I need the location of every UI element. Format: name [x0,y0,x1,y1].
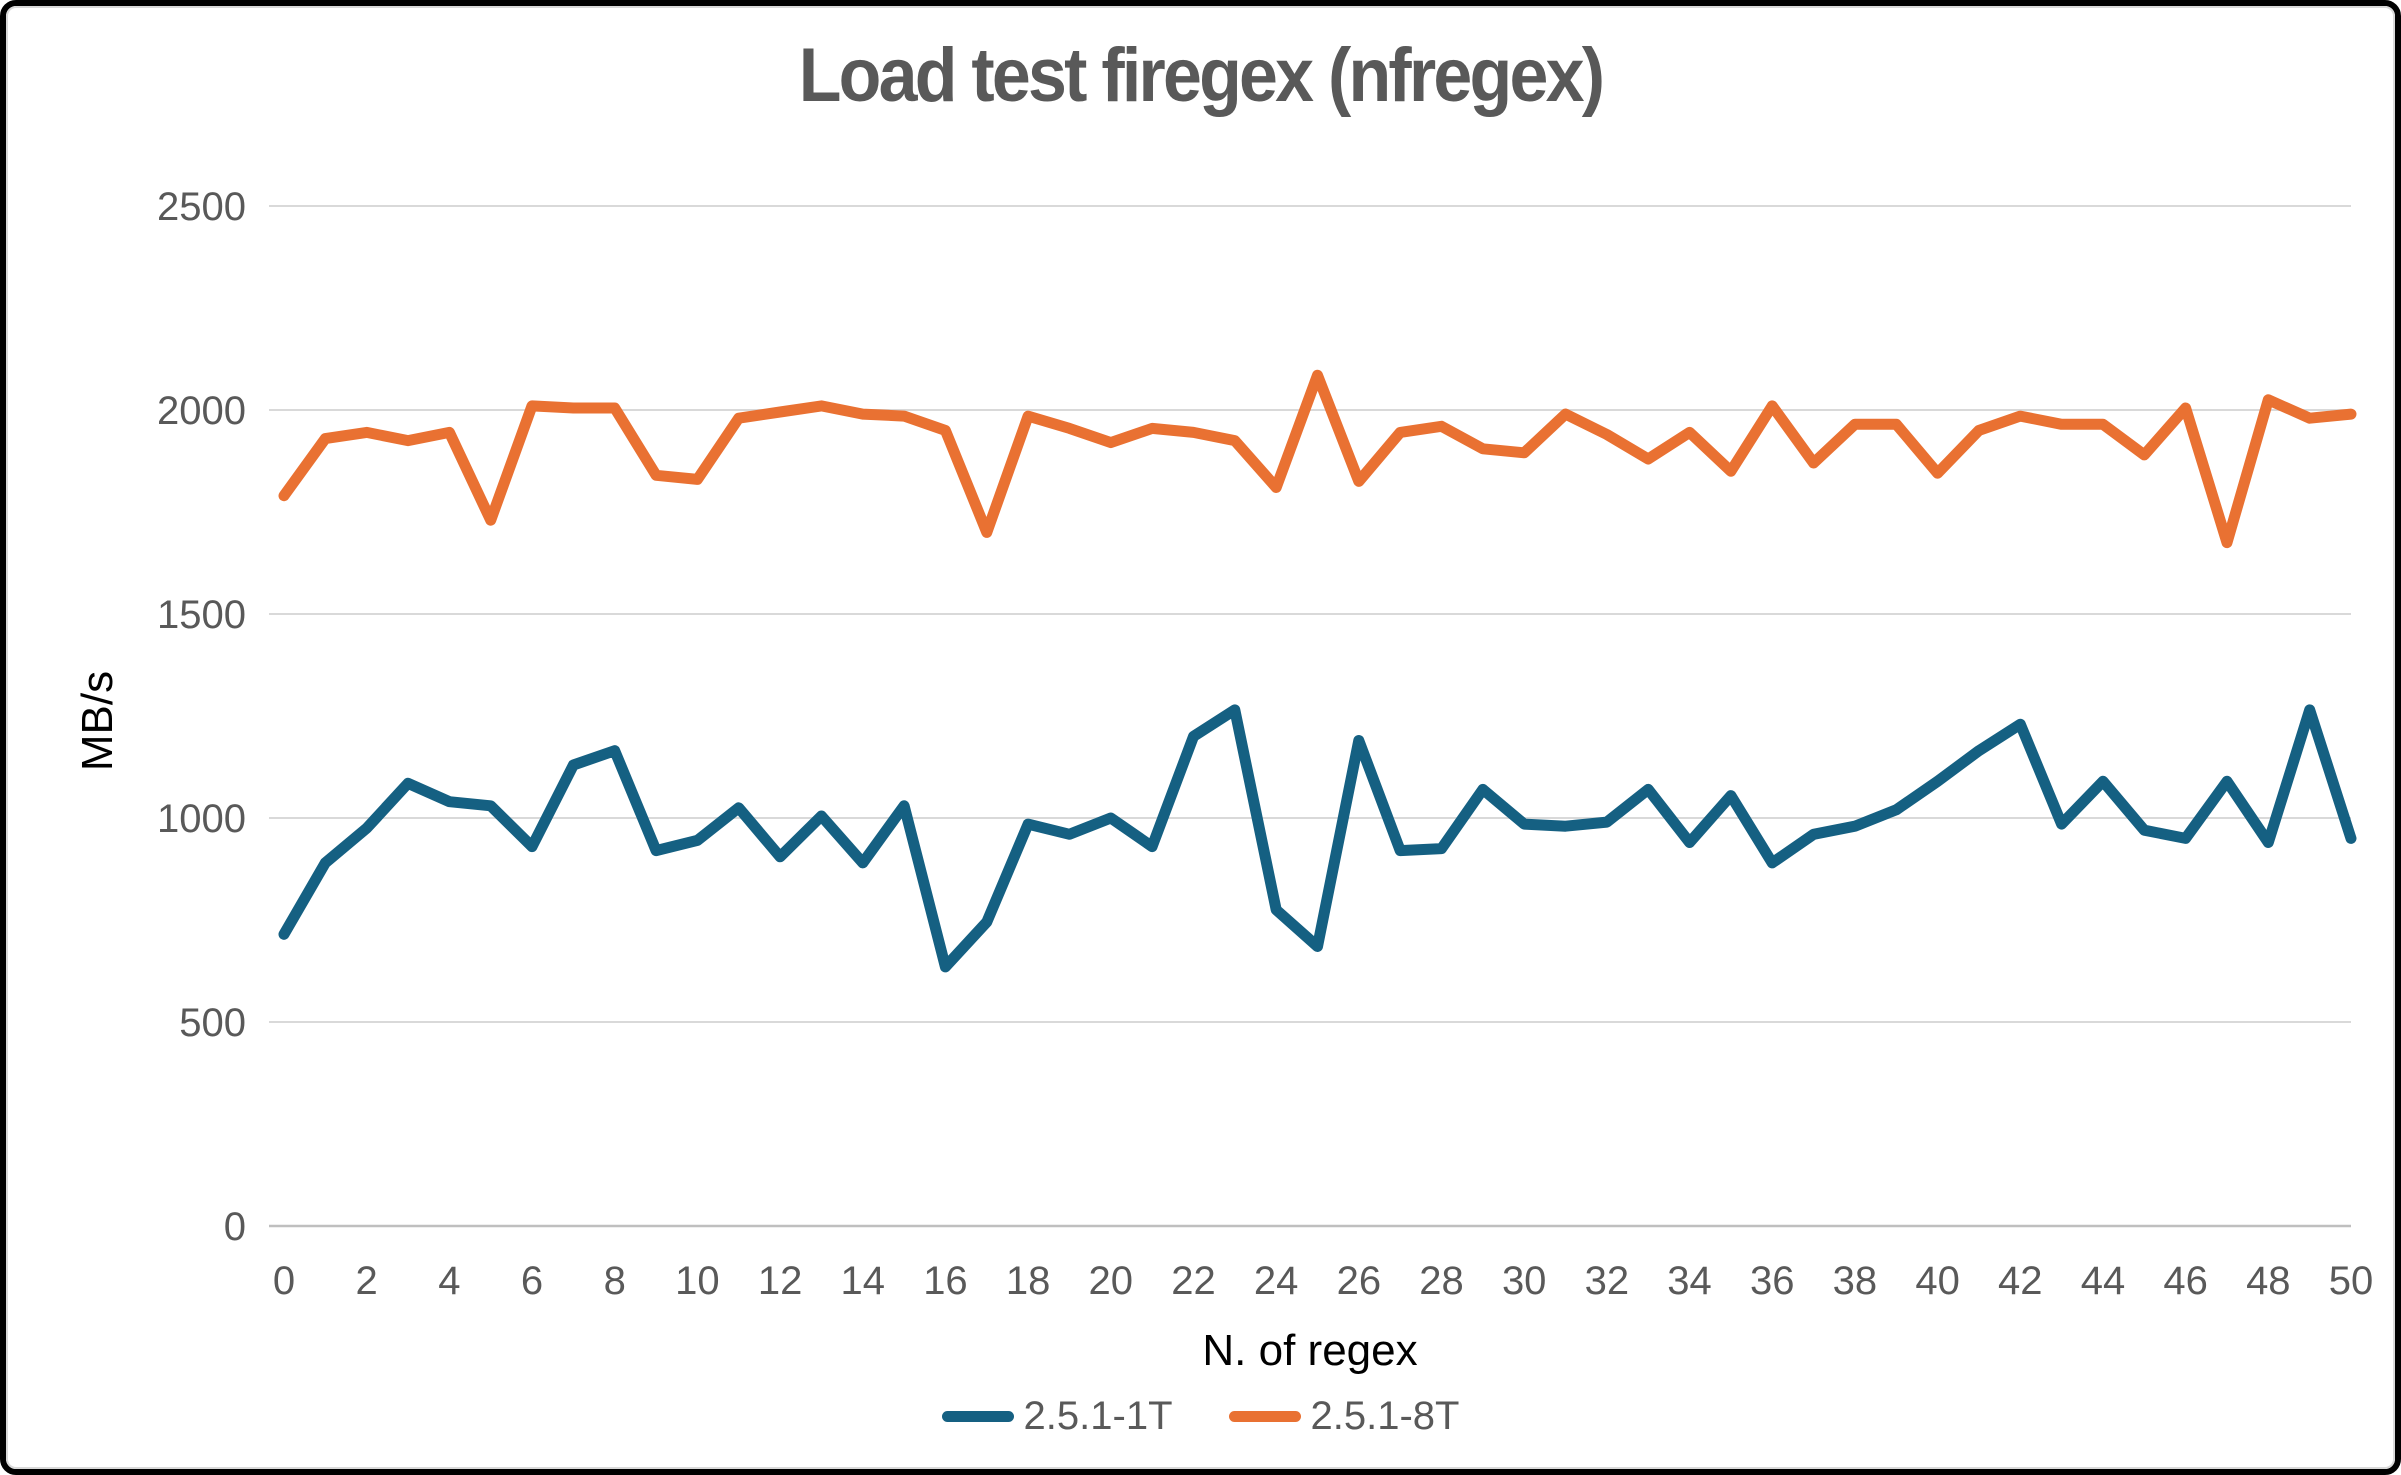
x-tick-label: 14 [841,1259,886,1303]
x-tick-label: 6 [521,1259,543,1303]
series-line-2.5.1-1T [278,704,2357,973]
legend-item-2.5.1-8T: 2.5.1-8T [1228,1394,1460,1439]
y-tick-label: 1500 [157,593,246,637]
x-tick-label: 30 [1502,1259,1547,1303]
x-tick-label: 18 [1006,1259,1051,1303]
y-tick-label: 1000 [157,797,246,841]
x-tick-label: 26 [1337,1259,1382,1303]
x-tick-label: 40 [1915,1259,1960,1303]
y-tick-label: 500 [179,1001,246,1045]
x-axis-title: N. of regex [1202,1326,1418,1375]
x-tick-label: 12 [758,1259,803,1303]
x-tick-label: 10 [675,1259,720,1303]
x-tick-label: 34 [1667,1259,1712,1303]
x-tick-label: 4 [438,1259,460,1303]
legend-item-2.5.1-1T: 2.5.1-1T [941,1394,1173,1439]
y-tick-label: 0 [224,1205,246,1249]
x-tick-label: 46 [2163,1259,2208,1303]
x-tick-label: 22 [1171,1259,1216,1303]
x-tick-label: 28 [1419,1259,1464,1303]
x-tick-label: 50 [2329,1259,2374,1303]
x-tick-label: 44 [2081,1259,2126,1303]
y-tick-label: 2500 [157,185,246,229]
y-axis-title: MB/s [73,670,122,772]
legend-swatch [941,1411,1014,1422]
legend-label: 2.5.1-1T [1023,1394,1173,1438]
legend-swatch [1228,1411,1301,1422]
x-tick-label: 20 [1089,1259,1134,1303]
x-tick-label: 0 [273,1259,295,1303]
x-tick-label: 24 [1254,1259,1299,1303]
x-tick-label: 48 [2246,1259,2291,1303]
x-tick-label: 16 [923,1259,968,1303]
series-line-2.5.1-8T [278,369,2357,549]
x-tick-label: 38 [1833,1259,1878,1303]
x-tick-label: 32 [1585,1259,1630,1303]
x-tick-label: 2 [356,1259,378,1303]
y-tick-label: 2000 [157,389,246,433]
x-tick-label: 36 [1750,1259,1795,1303]
x-tick-label: 8 [604,1259,626,1303]
legend: 2.5.1-1T 2.5.1-8T [6,1394,2395,1439]
x-tick-label: 42 [1998,1259,2043,1303]
legend-label: 2.5.1-8T [1310,1394,1460,1438]
chart-title: Load test firegex (nfregex) [798,33,1605,118]
